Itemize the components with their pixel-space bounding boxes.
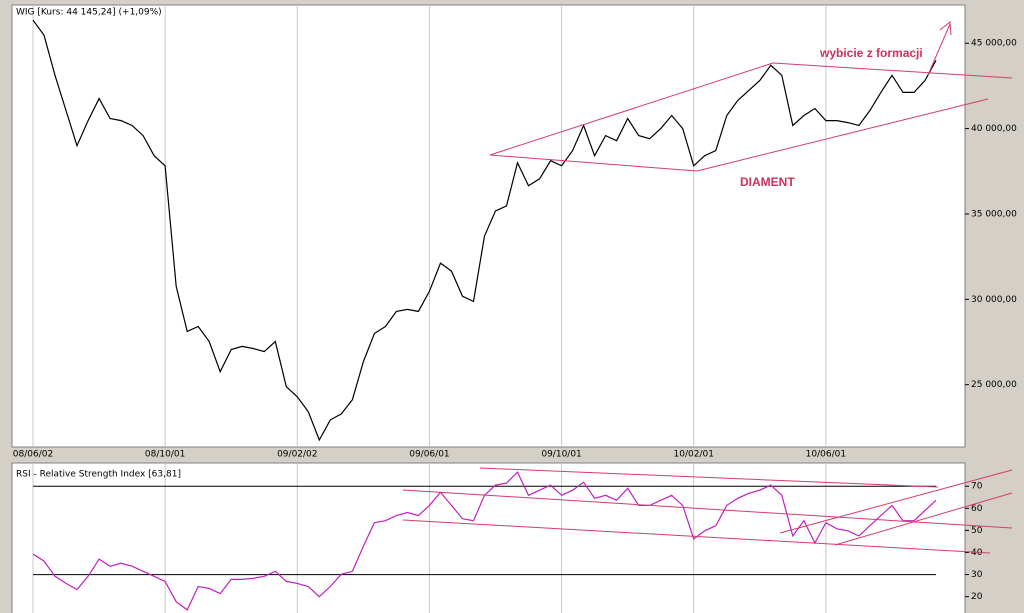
y-tick-label: 50 xyxy=(971,526,983,536)
annotation: DIAMENT xyxy=(740,175,795,189)
x-tick-label: 10/06/01 xyxy=(806,450,846,460)
series-line xyxy=(32,19,937,442)
y-tick-label: 20 xyxy=(971,592,983,602)
y-tick-label: 30 xyxy=(971,570,983,580)
y-tick-label: 40 xyxy=(971,548,983,558)
x-tick-label: 08/06/02 xyxy=(13,450,53,460)
trend-line xyxy=(779,469,1013,534)
chart-title: WIG [Kurs: 44 145,24] (+1,09%) xyxy=(16,8,162,18)
trend-line xyxy=(479,467,939,488)
y-tick-label: 30 000,00 xyxy=(971,295,1017,305)
rsi-panel xyxy=(11,462,966,613)
annotation: wybicie z formacji xyxy=(819,46,923,60)
trend-line xyxy=(834,492,1013,546)
x-tick-label: 10/02/01 xyxy=(674,450,714,460)
x-tick-label: 09/02/02 xyxy=(277,450,317,460)
x-tick-label: 09/06/01 xyxy=(409,450,449,460)
y-tick-label: 40 000,00 xyxy=(971,124,1017,134)
arrow xyxy=(927,23,951,76)
y-tick-label: 45 000,00 xyxy=(971,39,1017,49)
trend-line xyxy=(402,519,991,554)
y-tick-label: 35 000,00 xyxy=(971,209,1017,219)
trend-line xyxy=(402,489,1013,529)
arrow-head xyxy=(939,21,952,36)
trend-line xyxy=(696,98,989,172)
x-tick-label: 09/10/01 xyxy=(541,450,581,460)
chart-title: RSI - Relative Strength Index [63,81] xyxy=(16,470,181,480)
y-tick-label: 70 xyxy=(971,482,983,492)
trend-line xyxy=(772,62,1013,79)
x-tick-label: 08/10/01 xyxy=(145,450,185,460)
y-tick-label: 25 000,00 xyxy=(971,380,1017,390)
trend-line xyxy=(489,154,698,172)
y-tick-label: 60 xyxy=(971,504,983,514)
trend-line xyxy=(489,62,774,156)
